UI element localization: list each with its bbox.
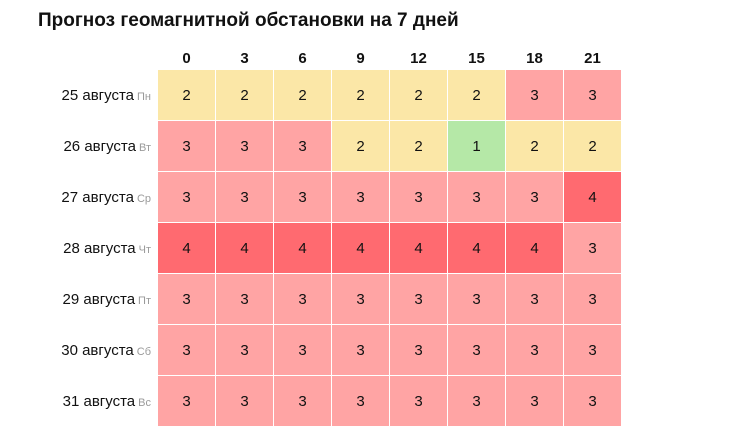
forecast-cell: 4 [506, 223, 563, 273]
hour-header-21: 21 [584, 49, 601, 67]
hour-header-6: 6 [298, 49, 307, 67]
forecast-cell: 3 [216, 325, 273, 375]
hour-header-9: 9 [356, 49, 365, 67]
hours-header-row: 0 3 6 9 12 15 18 21 [39, 47, 621, 69]
day-of-week: Ср [136, 192, 151, 205]
forecast-cell: 3 [506, 172, 563, 222]
forecast-cell: 3 [274, 121, 331, 171]
hour-header-3: 3 [240, 49, 249, 67]
forecast-cell: 3 [564, 70, 621, 120]
table-row: 31 августа Вс 3 3 3 3 3 3 3 3 [39, 376, 621, 426]
forecast-cell: 2 [390, 70, 447, 120]
forecast-cell: 3 [564, 325, 621, 375]
forecast-cell: 3 [158, 376, 215, 426]
hour-header-15: 15 [468, 49, 485, 67]
day-of-week: Пт [138, 294, 151, 307]
table-row: 27 августа Ср 3 3 3 3 3 3 3 4 [39, 172, 621, 222]
forecast-cell: 3 [390, 325, 447, 375]
forecast-cell: 3 [216, 121, 273, 171]
hour-header-18: 18 [526, 49, 543, 67]
forecast-cell: 3 [448, 274, 505, 324]
forecast-cell: 3 [390, 172, 447, 222]
day-of-week: Сб [136, 345, 151, 358]
forecast-cell: 3 [216, 376, 273, 426]
day-date: 31 августа [62, 392, 136, 410]
page-title: Прогноз геомагнитной обстановки на 7 дне… [38, 10, 459, 31]
forecast-cell: 3 [564, 223, 621, 273]
forecast-cell: 3 [506, 274, 563, 324]
forecast-cell: 3 [216, 274, 273, 324]
day-label: 25 августа Пн [39, 70, 157, 120]
forecast-cell: 3 [274, 325, 331, 375]
table-row: 30 августа Сб 3 3 3 3 3 3 3 3 [39, 325, 621, 375]
forecast-cell: 3 [448, 325, 505, 375]
forecast-cell: 3 [564, 274, 621, 324]
forecast-table: 0 3 6 9 12 15 18 21 25 августа Пн 2 2 2 2 2 2 3 3… [38, 46, 622, 427]
day-date: 29 августа [62, 290, 136, 308]
forecast-cell: 3 [332, 325, 389, 375]
forecast-cell: 3 [158, 325, 215, 375]
forecast-cell: 2 [332, 70, 389, 120]
forecast-cell: 4 [158, 223, 215, 273]
forecast-cell: 4 [448, 223, 505, 273]
day-label: 31 августа Вс [39, 376, 157, 426]
forecast-cell: 1 [448, 121, 505, 171]
forecast-cell: 4 [332, 223, 389, 273]
day-label: 28 августа Чт [39, 223, 157, 273]
table-row: 26 августа Вт 3 3 3 2 2 1 2 2 [39, 121, 621, 171]
day-label: 30 августа Сб [39, 325, 157, 375]
forecast-cell: 3 [332, 376, 389, 426]
forecast-cell: 3 [274, 172, 331, 222]
forecast-cell: 2 [506, 121, 563, 171]
table-row: 29 августа Пт 3 3 3 3 3 3 3 3 [39, 274, 621, 324]
day-date: 26 августа [63, 137, 136, 155]
day-date: 25 августа [61, 86, 135, 104]
forecast-cell: 2 [332, 121, 389, 171]
forecast-cell: 2 [274, 70, 331, 120]
forecast-cell: 2 [390, 121, 447, 171]
day-date: 30 августа [61, 341, 134, 359]
forecast-cell: 3 [216, 172, 273, 222]
forecast-cell: 2 [158, 70, 215, 120]
forecast-cell: 2 [564, 121, 621, 171]
day-date: 28 августа [63, 239, 136, 257]
forecast-cell: 3 [448, 172, 505, 222]
forecast-cell: 3 [274, 376, 331, 426]
forecast-cell: 3 [332, 172, 389, 222]
hour-header-0: 0 [182, 49, 191, 67]
forecast-cell: 3 [506, 70, 563, 120]
forecast-cell: 3 [274, 274, 331, 324]
forecast-cell: 3 [448, 376, 505, 426]
table-row: 25 августа Пн 2 2 2 2 2 2 3 3 [39, 70, 621, 120]
day-of-week: Чт [138, 243, 151, 256]
forecast-cell: 3 [506, 325, 563, 375]
day-of-week: Вс [138, 396, 151, 409]
forecast-cell: 2 [448, 70, 505, 120]
forecast-cell: 3 [332, 274, 389, 324]
table-row: 28 августа Чт 4 4 4 4 4 4 4 3 [39, 223, 621, 273]
day-label: 26 августа Вт [39, 121, 157, 171]
day-of-week: Вт [138, 141, 151, 154]
forecast-cell: 3 [390, 376, 447, 426]
day-of-week: Пн [137, 90, 151, 103]
forecast-cell: 3 [158, 172, 215, 222]
forecast-cell: 4 [564, 172, 621, 222]
hour-header-12: 12 [410, 49, 427, 67]
day-label: 29 августа Пт [39, 274, 157, 324]
forecast-cell: 3 [390, 274, 447, 324]
day-label: 27 августа Ср [39, 172, 157, 222]
forecast-cell: 3 [158, 274, 215, 324]
day-date: 27 августа [61, 188, 134, 206]
header-corner [39, 47, 157, 69]
forecast-cell: 3 [158, 121, 215, 171]
forecast-cell: 3 [506, 376, 563, 426]
forecast-cell: 3 [564, 376, 621, 426]
forecast-body: 25 августа Пн 2 2 2 2 2 2 3 3 26 августа Вт 3 3 3 2 2 1 2 2… [39, 70, 621, 426]
forecast-cell: 4 [390, 223, 447, 273]
forecast-cell: 4 [274, 223, 331, 273]
forecast-cell: 2 [216, 70, 273, 120]
forecast-cell: 4 [216, 223, 273, 273]
